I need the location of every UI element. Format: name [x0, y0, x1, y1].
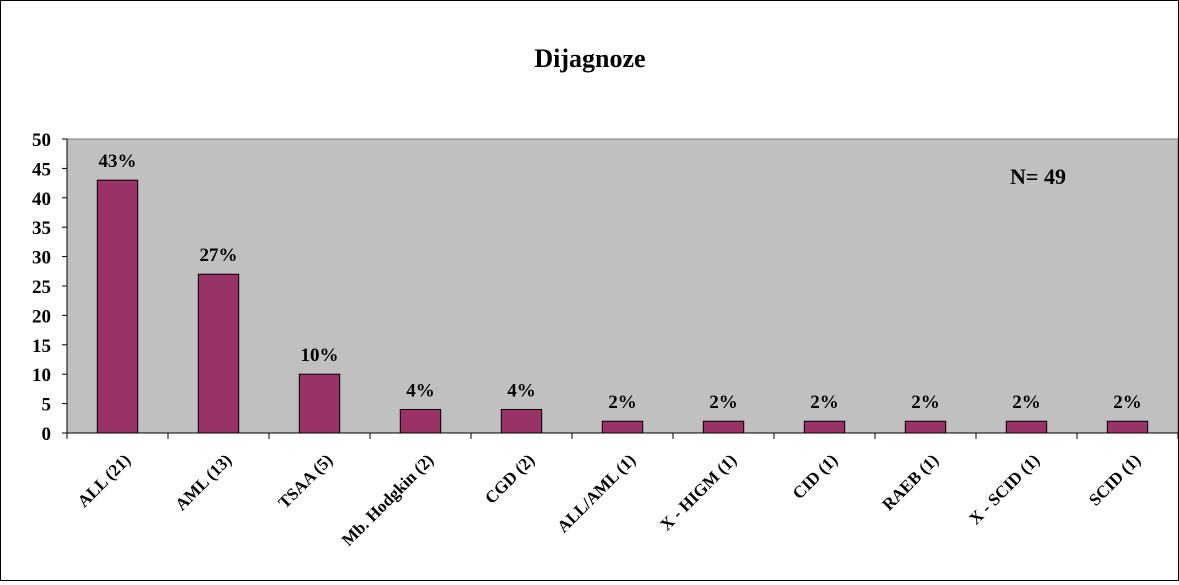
bar	[904, 420, 947, 434]
x-category-label: AML (13)	[171, 450, 235, 514]
x-category-label: X - SCID (1)	[965, 450, 1043, 528]
x-category-label: RAEB (1)	[878, 450, 942, 514]
y-tick-label: 15	[32, 336, 51, 357]
bar	[702, 420, 745, 434]
x-category-label: X - HIGM (1)	[656, 450, 740, 534]
bar-data-label: 10%	[301, 345, 339, 366]
x-category-label: TSAA (5)	[274, 450, 336, 512]
bar-data-label: 2%	[1012, 392, 1041, 413]
y-tick-label: 35	[32, 218, 51, 239]
x-category-label: CID (1)	[789, 450, 842, 503]
y-tick-label: 25	[32, 277, 51, 298]
bar-data-label: 27%	[200, 245, 238, 266]
chart-title: Dijagnoze	[534, 44, 645, 73]
bar-data-label: 2%	[709, 392, 738, 413]
bar-data-label: 43%	[99, 151, 137, 172]
sample-size-annotation: N= 49	[1010, 164, 1066, 189]
x-category-label: ALL (21)	[74, 450, 135, 511]
y-tick-label: 30	[32, 248, 51, 269]
bar	[1106, 420, 1149, 434]
bar-data-label: 2%	[810, 392, 839, 413]
bar	[601, 420, 644, 434]
y-tick-label: 20	[32, 306, 51, 327]
x-category-label: CGD (2)	[481, 450, 538, 507]
y-tick-label: 40	[32, 189, 51, 210]
bar	[96, 179, 139, 434]
bar-data-label: 2%	[1113, 392, 1142, 413]
y-tick-label: 0	[42, 424, 52, 445]
y-tick-label: 45	[32, 159, 51, 180]
y-tick-label: 50	[32, 130, 51, 151]
bar-data-label: 4%	[507, 380, 536, 401]
bar-data-label: 4%	[406, 380, 435, 401]
bar	[803, 420, 846, 434]
bar	[1005, 420, 1048, 434]
bar-data-label: 2%	[911, 392, 940, 413]
x-category-label: SCID (1)	[1085, 450, 1144, 509]
x-category-label: Mb. Hodgkin (2)	[338, 450, 437, 549]
y-tick-label: 5	[42, 395, 52, 416]
y-tick-label: 10	[32, 365, 51, 386]
bar-data-label: 2%	[608, 392, 637, 413]
plot-area	[66, 138, 1179, 434]
bar	[500, 408, 543, 434]
x-category-label: ALL/AML (1)	[553, 450, 639, 536]
bar	[298, 373, 341, 434]
bar	[197, 273, 240, 434]
bar	[399, 408, 442, 434]
